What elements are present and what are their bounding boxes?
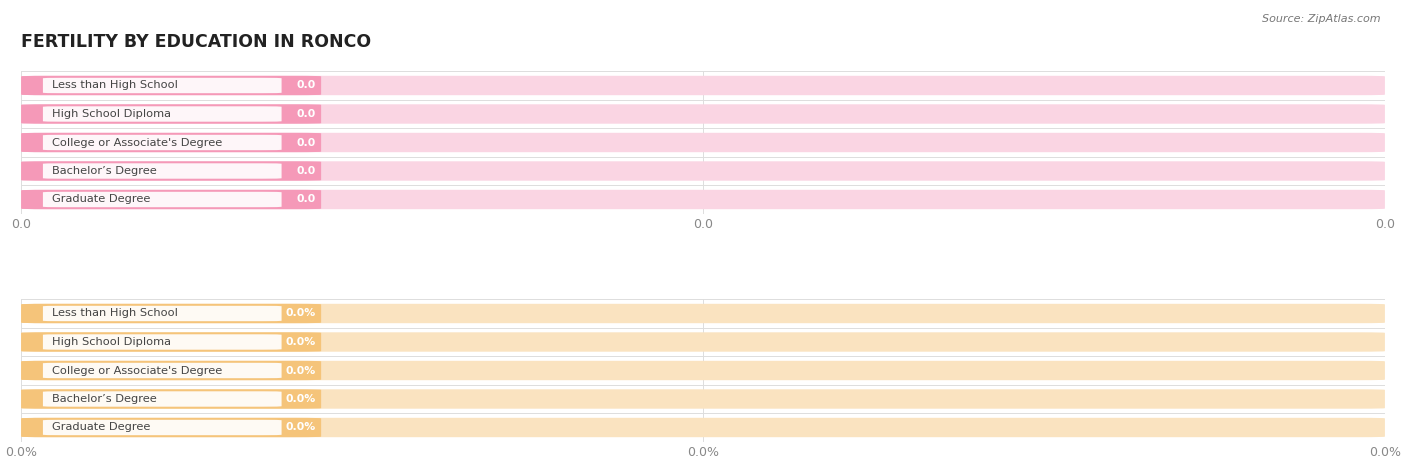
Text: 0.0: 0.0 bbox=[297, 109, 316, 119]
Text: Source: ZipAtlas.com: Source: ZipAtlas.com bbox=[1263, 14, 1381, 24]
FancyBboxPatch shape bbox=[21, 190, 1385, 209]
FancyBboxPatch shape bbox=[44, 163, 281, 179]
FancyBboxPatch shape bbox=[21, 76, 321, 95]
FancyBboxPatch shape bbox=[44, 78, 281, 93]
Text: Less than High School: Less than High School bbox=[52, 80, 179, 91]
FancyBboxPatch shape bbox=[21, 332, 1385, 352]
FancyBboxPatch shape bbox=[21, 304, 321, 323]
Text: 0.0%: 0.0% bbox=[285, 365, 316, 376]
FancyBboxPatch shape bbox=[44, 334, 281, 350]
FancyBboxPatch shape bbox=[21, 418, 321, 437]
Text: 0.0%: 0.0% bbox=[285, 337, 316, 347]
Text: Graduate Degree: Graduate Degree bbox=[52, 194, 150, 205]
Text: 0.0%: 0.0% bbox=[285, 308, 316, 319]
FancyBboxPatch shape bbox=[21, 76, 1385, 95]
FancyBboxPatch shape bbox=[44, 306, 281, 321]
FancyBboxPatch shape bbox=[21, 390, 321, 408]
Text: 0.0: 0.0 bbox=[297, 194, 316, 205]
FancyBboxPatch shape bbox=[21, 104, 1385, 124]
FancyBboxPatch shape bbox=[44, 192, 281, 207]
FancyBboxPatch shape bbox=[21, 304, 1385, 323]
FancyBboxPatch shape bbox=[44, 135, 281, 150]
FancyBboxPatch shape bbox=[21, 190, 321, 209]
Text: 0.0%: 0.0% bbox=[285, 394, 316, 404]
Text: Bachelor’s Degree: Bachelor’s Degree bbox=[52, 166, 157, 176]
FancyBboxPatch shape bbox=[44, 420, 281, 435]
Text: College or Associate's Degree: College or Associate's Degree bbox=[52, 137, 222, 148]
Text: 0.0%: 0.0% bbox=[285, 422, 316, 433]
FancyBboxPatch shape bbox=[21, 418, 1385, 437]
Text: College or Associate's Degree: College or Associate's Degree bbox=[52, 365, 222, 376]
FancyBboxPatch shape bbox=[21, 162, 321, 180]
FancyBboxPatch shape bbox=[44, 391, 281, 407]
FancyBboxPatch shape bbox=[21, 162, 1385, 180]
FancyBboxPatch shape bbox=[44, 363, 281, 378]
FancyBboxPatch shape bbox=[21, 104, 321, 124]
FancyBboxPatch shape bbox=[21, 133, 1385, 152]
Text: 0.0: 0.0 bbox=[297, 80, 316, 91]
Text: 0.0: 0.0 bbox=[297, 166, 316, 176]
Text: Graduate Degree: Graduate Degree bbox=[52, 422, 150, 433]
Text: High School Diploma: High School Diploma bbox=[52, 109, 172, 119]
FancyBboxPatch shape bbox=[21, 361, 1385, 380]
FancyBboxPatch shape bbox=[44, 106, 281, 122]
Text: High School Diploma: High School Diploma bbox=[52, 337, 172, 347]
FancyBboxPatch shape bbox=[21, 390, 1385, 408]
Text: FERTILITY BY EDUCATION IN RONCO: FERTILITY BY EDUCATION IN RONCO bbox=[21, 33, 371, 51]
FancyBboxPatch shape bbox=[21, 361, 321, 380]
FancyBboxPatch shape bbox=[21, 332, 321, 352]
Text: 0.0: 0.0 bbox=[297, 137, 316, 148]
Text: Bachelor’s Degree: Bachelor’s Degree bbox=[52, 394, 157, 404]
Text: Less than High School: Less than High School bbox=[52, 308, 179, 319]
FancyBboxPatch shape bbox=[21, 133, 321, 152]
